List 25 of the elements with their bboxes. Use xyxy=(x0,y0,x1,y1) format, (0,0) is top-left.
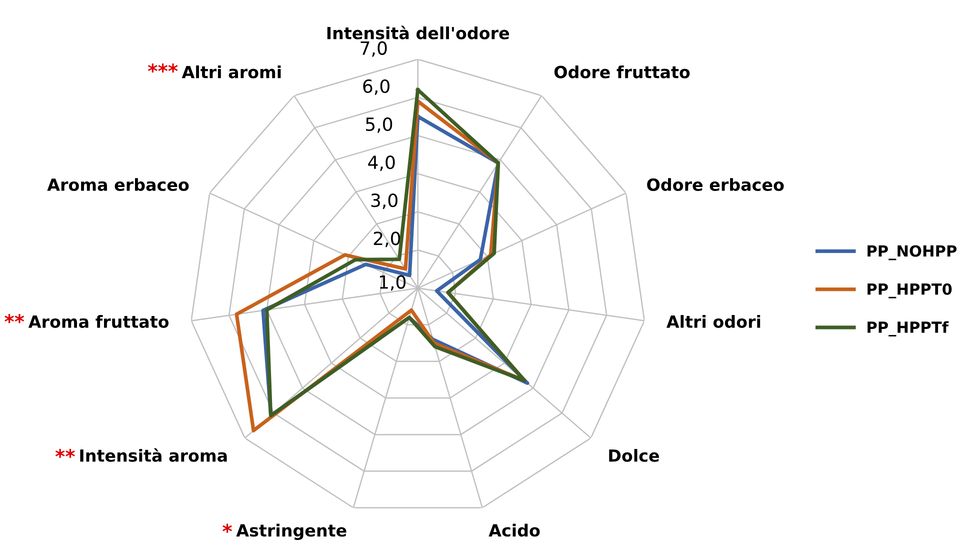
spoke-label: Intensità dell'odore xyxy=(327,26,510,40)
spoke-label: Dolce xyxy=(609,448,659,462)
spoke-label: Odore fruttato xyxy=(554,65,690,78)
y-tick-label: 7,0 xyxy=(360,41,387,57)
text: ** xyxy=(55,448,75,458)
spoke-label: Altri odori xyxy=(666,315,760,328)
y-tick-label: 4,0 xyxy=(368,155,395,171)
spoke-label: Acido xyxy=(488,524,540,537)
y-tick-label: 6,0 xyxy=(363,79,390,95)
legend-label: PP_HPPTf xyxy=(868,321,949,336)
y-tick-label: 3,0 xyxy=(371,194,398,210)
y-tick-label: 5,0 xyxy=(366,117,392,133)
y-tick-label: 2,0 xyxy=(374,232,400,248)
spoke-label: Odore erbaceo xyxy=(647,178,784,191)
spoke-label: Aroma erbaceo xyxy=(47,178,189,191)
y-tick-label: 1,0 xyxy=(380,275,406,291)
legend-label: PP_HPPT0 xyxy=(868,283,952,298)
legend-label: PP_NOHPP xyxy=(868,245,957,260)
text: * xyxy=(222,524,232,533)
text: *** xyxy=(148,64,178,73)
spoke-label: Aroma fruttato xyxy=(28,315,169,328)
spoke-label: Astringente xyxy=(236,524,346,540)
spoke-label: Intensità aroma xyxy=(80,448,227,462)
spoke-label: Altri aromi xyxy=(182,65,281,78)
text: ** xyxy=(4,314,24,324)
